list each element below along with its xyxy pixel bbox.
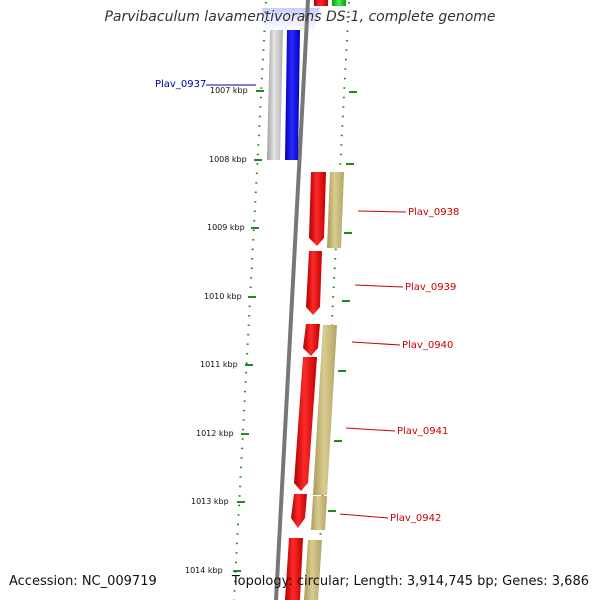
gene-label-plav-0941[interactable]: Plav_0941 (397, 426, 448, 437)
feature-plav-0938[interactable] (309, 172, 326, 246)
label-leader (339, 513, 389, 519)
feature-plav-0941[interactable] (294, 357, 317, 491)
feature-plav-0937[interactable] (285, 30, 300, 160)
feature-plav-0940[interactable] (303, 324, 320, 356)
scale-label: 1008 kbp (209, 155, 247, 164)
scale-label: 1010 kbp (204, 292, 242, 301)
feature-plav-0942[interactable] (291, 494, 307, 528)
genome-backbone (274, 0, 310, 600)
feature-plav-0943[interactable] (285, 538, 303, 600)
gene-label-plav-0940[interactable]: Plav_0940 (402, 340, 453, 351)
label-leader (345, 427, 396, 432)
outer-ring-ticks (328, 91, 357, 512)
feature-plav-0939[interactable] (306, 251, 322, 315)
reverse-feature-2[interactable] (313, 325, 337, 495)
label-leader (351, 341, 401, 346)
gene-label-plav-0939[interactable]: Plav_0939 (405, 282, 456, 293)
map-title: Parvibaculum lavamentivorans DS-1, compl… (104, 9, 496, 25)
scale-major-ticks (233, 90, 264, 572)
scale-label: 1011 kbp (200, 360, 238, 369)
feature-top-green[interactable] (332, 0, 346, 6)
reverse-feature-3[interactable] (311, 496, 327, 530)
label-leader (357, 210, 407, 213)
reverse-feature-4[interactable] (304, 540, 322, 600)
feature-top-red[interactable] (314, 0, 328, 6)
scale-label: 1007 kbp (210, 86, 248, 95)
scale-label: 1012 kbp (196, 429, 234, 438)
label-leader (354, 284, 404, 288)
scale-label: 1009 kbp (207, 223, 245, 232)
gene-label-plav-0937[interactable]: Plav_0937 (155, 79, 206, 90)
feature-plav-0937-reverse[interactable] (267, 30, 283, 160)
topology-text: Topology: circular; Length: 3,914,745 bp… (231, 574, 589, 589)
scale-label: 1014 kbp (185, 566, 223, 575)
gene-label-plav-0942[interactable]: Plav_0942 (390, 513, 441, 524)
accession-text: Accession: NC_009719 (9, 574, 157, 589)
reverse-feature-1[interactable] (327, 172, 344, 248)
scale-label: 1013 kbp (191, 497, 229, 506)
gene-label-plav-0938[interactable]: Plav_0938 (408, 207, 459, 218)
